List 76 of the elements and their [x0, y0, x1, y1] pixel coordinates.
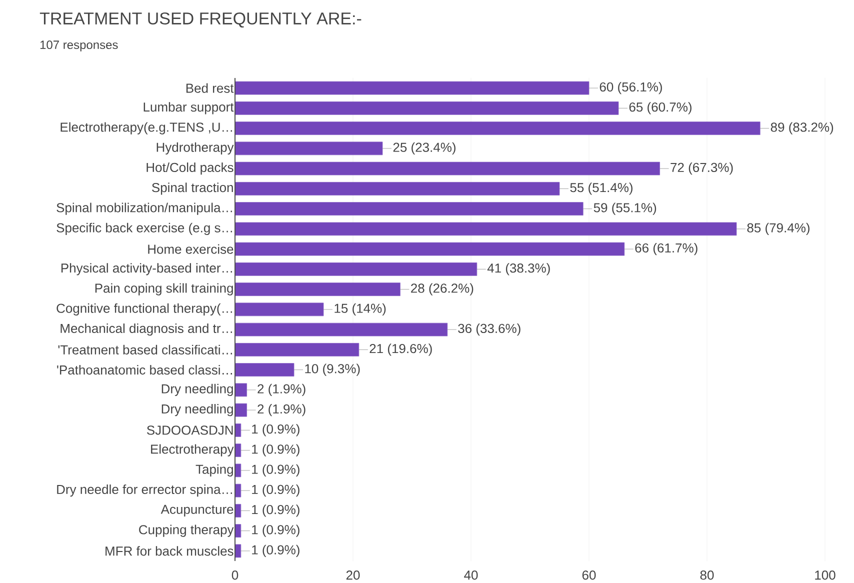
data-label: 36 (33.6%): [458, 323, 520, 336]
data-label: 60 (56.1%): [600, 82, 662, 94]
y-tick-label: Dry needling: [162, 404, 233, 416]
data-label: 28 (26.2%): [411, 283, 474, 296]
data-label: 66 (61.7%): [635, 242, 698, 256]
data-label: 21 (19.6%): [370, 344, 432, 356]
data-label: 2 (1.9%): [258, 384, 306, 396]
bar: [234, 342, 360, 356]
y-tick-label: Cognitive functional therapy(…: [56, 303, 232, 316]
y-tick-label: Cupping therapy: [139, 524, 234, 537]
y-tick-label: Hot/Cold packs: [146, 162, 234, 175]
bar: [234, 142, 383, 156]
y-tick-label: Hydrotherapy: [156, 142, 234, 154]
y-tick-label: Mechanical diagnosis and tr…: [60, 323, 232, 336]
x-tick-label: 60: [582, 570, 596, 580]
bar: [234, 464, 242, 478]
y-tick-label: 'Treatment based classificati…: [58, 344, 232, 354]
y-tick-label: Dry needling: [162, 384, 233, 396]
y-tick-label: SJDOOASDJN: [146, 426, 233, 435]
y-tick-label: Spinal traction: [152, 182, 233, 195]
data-label: 1 (0.9%): [252, 504, 300, 517]
bar: [234, 242, 625, 256]
data-label: 25 (23.4%): [393, 142, 456, 154]
bar: [234, 302, 324, 316]
bar: [234, 81, 590, 95]
y-tick-label: Electrotherapy: [151, 444, 234, 456]
y-tick-label: Spinal mobilization/manipula…: [56, 202, 232, 215]
bar: [234, 122, 760, 135]
data-label: 59 (55.1%): [594, 202, 656, 215]
y-tick-label: Bed rest: [186, 83, 234, 93]
bar: [234, 383, 247, 397]
data-label: 72 (67.3%): [670, 162, 733, 175]
data-label: 1 (0.9%): [252, 524, 300, 537]
x-tick-label: 0: [232, 570, 238, 580]
data-label: 1 (0.9%): [252, 464, 300, 476]
data-label: 10 (9.3%): [305, 364, 360, 376]
bar: [234, 544, 242, 558]
x-tick-label: 80: [700, 570, 714, 580]
bar: [234, 403, 247, 417]
data-label: 1 (0.9%): [252, 444, 300, 456]
bar: [234, 282, 400, 296]
text: 107 responses: [40, 40, 118, 52]
y-tick-label: Specific back exercise (e.g s…: [56, 222, 232, 235]
data-label: 2 (1.9%): [258, 404, 306, 416]
x-tick-label: 20: [346, 570, 360, 580]
data-label: 85 (79.4%): [747, 222, 810, 235]
y-tick-label: Dry needle for errector spina…: [57, 484, 232, 497]
y-tick-label: Electrotherapy(e.g.TENS ,U…: [60, 122, 232, 134]
y-tick-label: 'Pathoanatomic based classi…: [57, 365, 232, 375]
y-tick-label: MFR for back muscles: [106, 546, 234, 556]
data-label: 15 (14%): [334, 303, 386, 316]
bar: [234, 322, 448, 336]
data-label: 41 (38.3%): [487, 263, 550, 276]
bar: [234, 363, 294, 376]
y-tick-label: Pain coping skill training: [95, 283, 233, 296]
y-tick-label: Taping: [196, 464, 233, 476]
data-label: 1 (0.9%): [252, 424, 300, 436]
bar: [234, 101, 619, 115]
x-tick-label: 40: [464, 570, 478, 580]
y-tick-label: Home exercise: [148, 244, 234, 254]
x-tick-label: 100: [815, 570, 836, 580]
bar: [234, 202, 584, 216]
y-tick-label: Lumbar support: [144, 102, 234, 114]
bar: [234, 484, 242, 498]
data-label: 1 (0.9%): [252, 484, 300, 497]
y-tick-label: Acupuncture: [160, 504, 234, 516]
data-label: 1 (0.9%): [252, 544, 300, 557]
bar: [234, 162, 660, 176]
chart-title: TREATMENT USED FREQUENTLY ARE:-: [40, 12, 362, 28]
data-label: 55 (51.4%): [570, 182, 632, 195]
bar: [234, 222, 737, 236]
data-label: 65 (60.7%): [629, 102, 692, 114]
bar: [234, 182, 560, 196]
bar: [234, 262, 478, 276]
data-label: 89 (83.2%): [770, 122, 834, 134]
y-tick-label: Physical activity-based inter…: [61, 263, 232, 276]
